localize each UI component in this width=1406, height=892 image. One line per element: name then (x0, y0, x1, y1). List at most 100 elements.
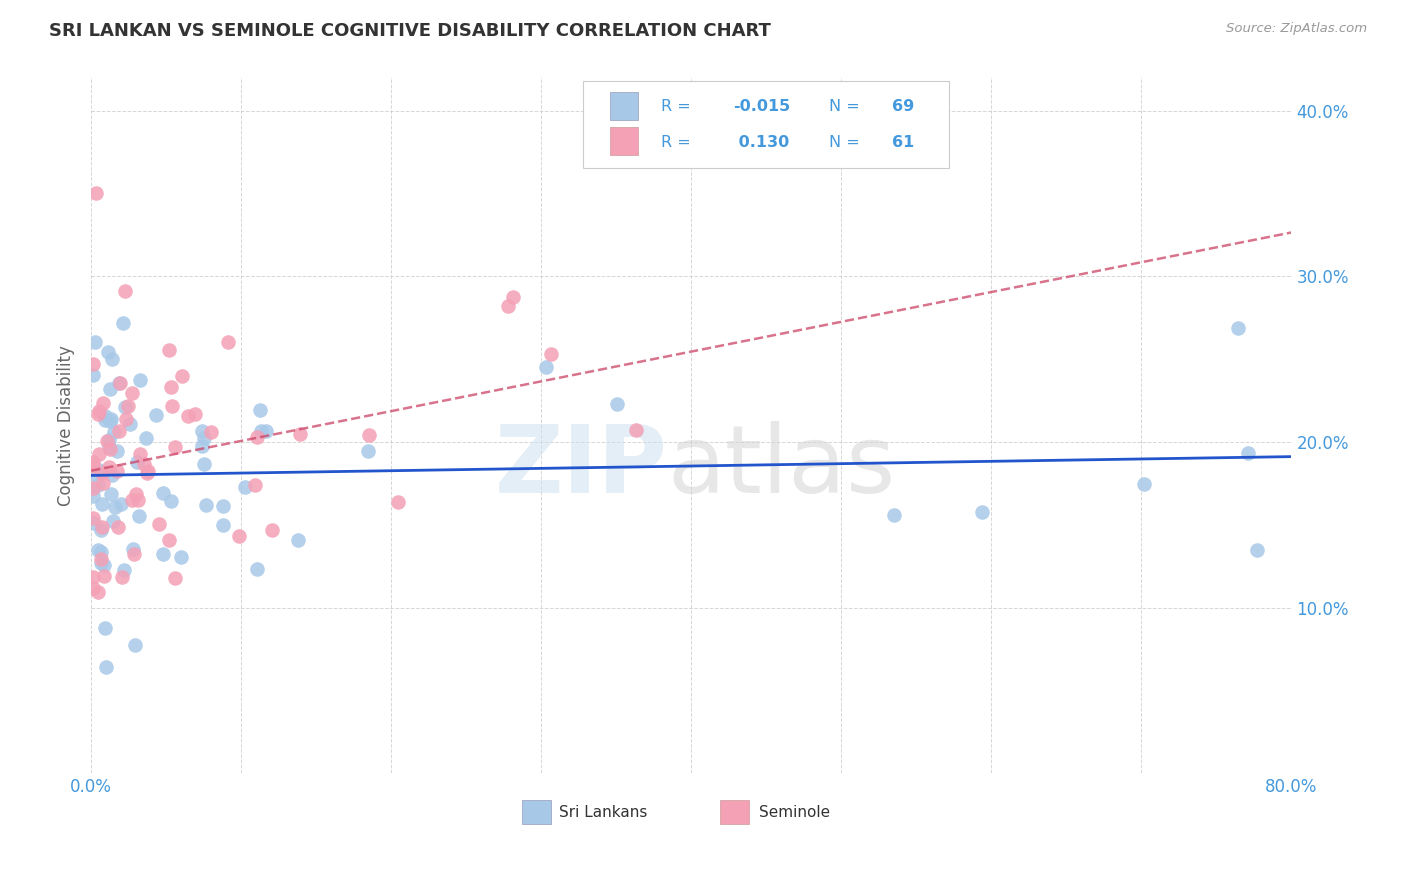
Point (260, 523, 283, 537)
Point (190, 439, 212, 453)
Point (1246, 543, 1268, 558)
Text: ZIP: ZIP (495, 421, 668, 513)
Point (212, 517, 235, 532)
Point (159, 380, 181, 394)
Text: 69: 69 (891, 99, 914, 114)
Point (165, 441, 187, 455)
Point (100, 412, 122, 426)
Point (94, 660, 117, 674)
Point (114, 284, 136, 298)
Point (125, 455, 148, 469)
Point (172, 369, 194, 384)
Point (157, 343, 180, 358)
Point (1237, 446, 1260, 460)
Point (91, 498, 114, 512)
Point (246, 562, 269, 576)
Text: N =: N = (830, 135, 860, 150)
Point (290, 426, 312, 441)
Point (103, 514, 125, 528)
Point (87, 462, 110, 476)
Point (114, 400, 136, 414)
Point (98, 382, 121, 396)
Text: -0.015: -0.015 (734, 99, 790, 114)
Text: Source: ZipAtlas.com: Source: ZipAtlas.com (1226, 22, 1367, 36)
Text: atlas: atlas (668, 421, 896, 513)
Point (972, 505, 994, 519)
Text: SRI LANKAN VS SEMINOLE COGNITIVE DISABILITY CORRELATION CHART: SRI LANKAN VS SEMINOLE COGNITIVE DISABIL… (49, 22, 770, 40)
Point (217, 334, 239, 349)
Point (82, 467, 104, 481)
Point (184, 407, 207, 421)
Point (212, 500, 235, 514)
Point (87, 478, 110, 492)
Point (87, 404, 110, 418)
Point (194, 498, 217, 512)
Point (883, 508, 905, 522)
Point (624, 423, 647, 437)
Point (136, 464, 159, 478)
Point (233, 479, 256, 493)
Point (132, 457, 155, 471)
Point (93, 558, 115, 572)
Point (157, 533, 180, 547)
Point (1132, 476, 1154, 491)
Point (121, 492, 143, 507)
FancyBboxPatch shape (610, 92, 638, 120)
Point (124, 638, 146, 652)
Point (94, 412, 117, 426)
Point (82, 481, 104, 495)
Point (129, 447, 152, 461)
Point (90, 467, 112, 481)
Text: 0.130: 0.130 (734, 135, 790, 150)
Point (246, 430, 269, 444)
Point (160, 399, 183, 413)
Point (97, 460, 120, 475)
Point (125, 487, 148, 501)
Point (110, 497, 132, 511)
Point (114, 412, 136, 426)
Point (200, 425, 222, 439)
Point (107, 520, 129, 534)
Point (103, 425, 125, 440)
Point (82, 581, 104, 595)
Point (357, 444, 380, 458)
Point (254, 424, 277, 438)
Point (101, 352, 124, 367)
Point (100, 487, 122, 501)
Point (108, 424, 131, 438)
FancyBboxPatch shape (720, 800, 749, 824)
Point (82, 569, 104, 583)
Point (193, 431, 215, 445)
Point (117, 399, 139, 413)
Point (228, 529, 250, 543)
Point (82, 357, 104, 371)
FancyBboxPatch shape (583, 81, 949, 168)
Point (87, 407, 110, 421)
Point (98, 433, 121, 447)
Point (111, 570, 134, 584)
Point (91, 396, 114, 410)
Point (90, 551, 112, 566)
Point (152, 547, 174, 561)
Point (534, 359, 557, 374)
Text: Sri Lankans: Sri Lankans (560, 805, 648, 820)
Point (128, 509, 150, 524)
Point (87, 543, 110, 558)
Point (105, 444, 128, 458)
Y-axis label: Cognitive Disability: Cognitive Disability (58, 345, 75, 506)
Point (98, 414, 121, 428)
Point (90, 520, 112, 534)
Text: Seminole: Seminole (758, 805, 830, 820)
Point (502, 290, 524, 304)
Point (606, 397, 628, 411)
Point (243, 478, 266, 492)
Point (96, 434, 118, 449)
Point (90, 545, 112, 559)
Point (249, 403, 271, 417)
Point (84, 334, 107, 349)
Point (100, 442, 122, 457)
Point (82, 511, 104, 525)
Point (127, 493, 149, 508)
Point (129, 373, 152, 387)
Point (170, 550, 193, 565)
